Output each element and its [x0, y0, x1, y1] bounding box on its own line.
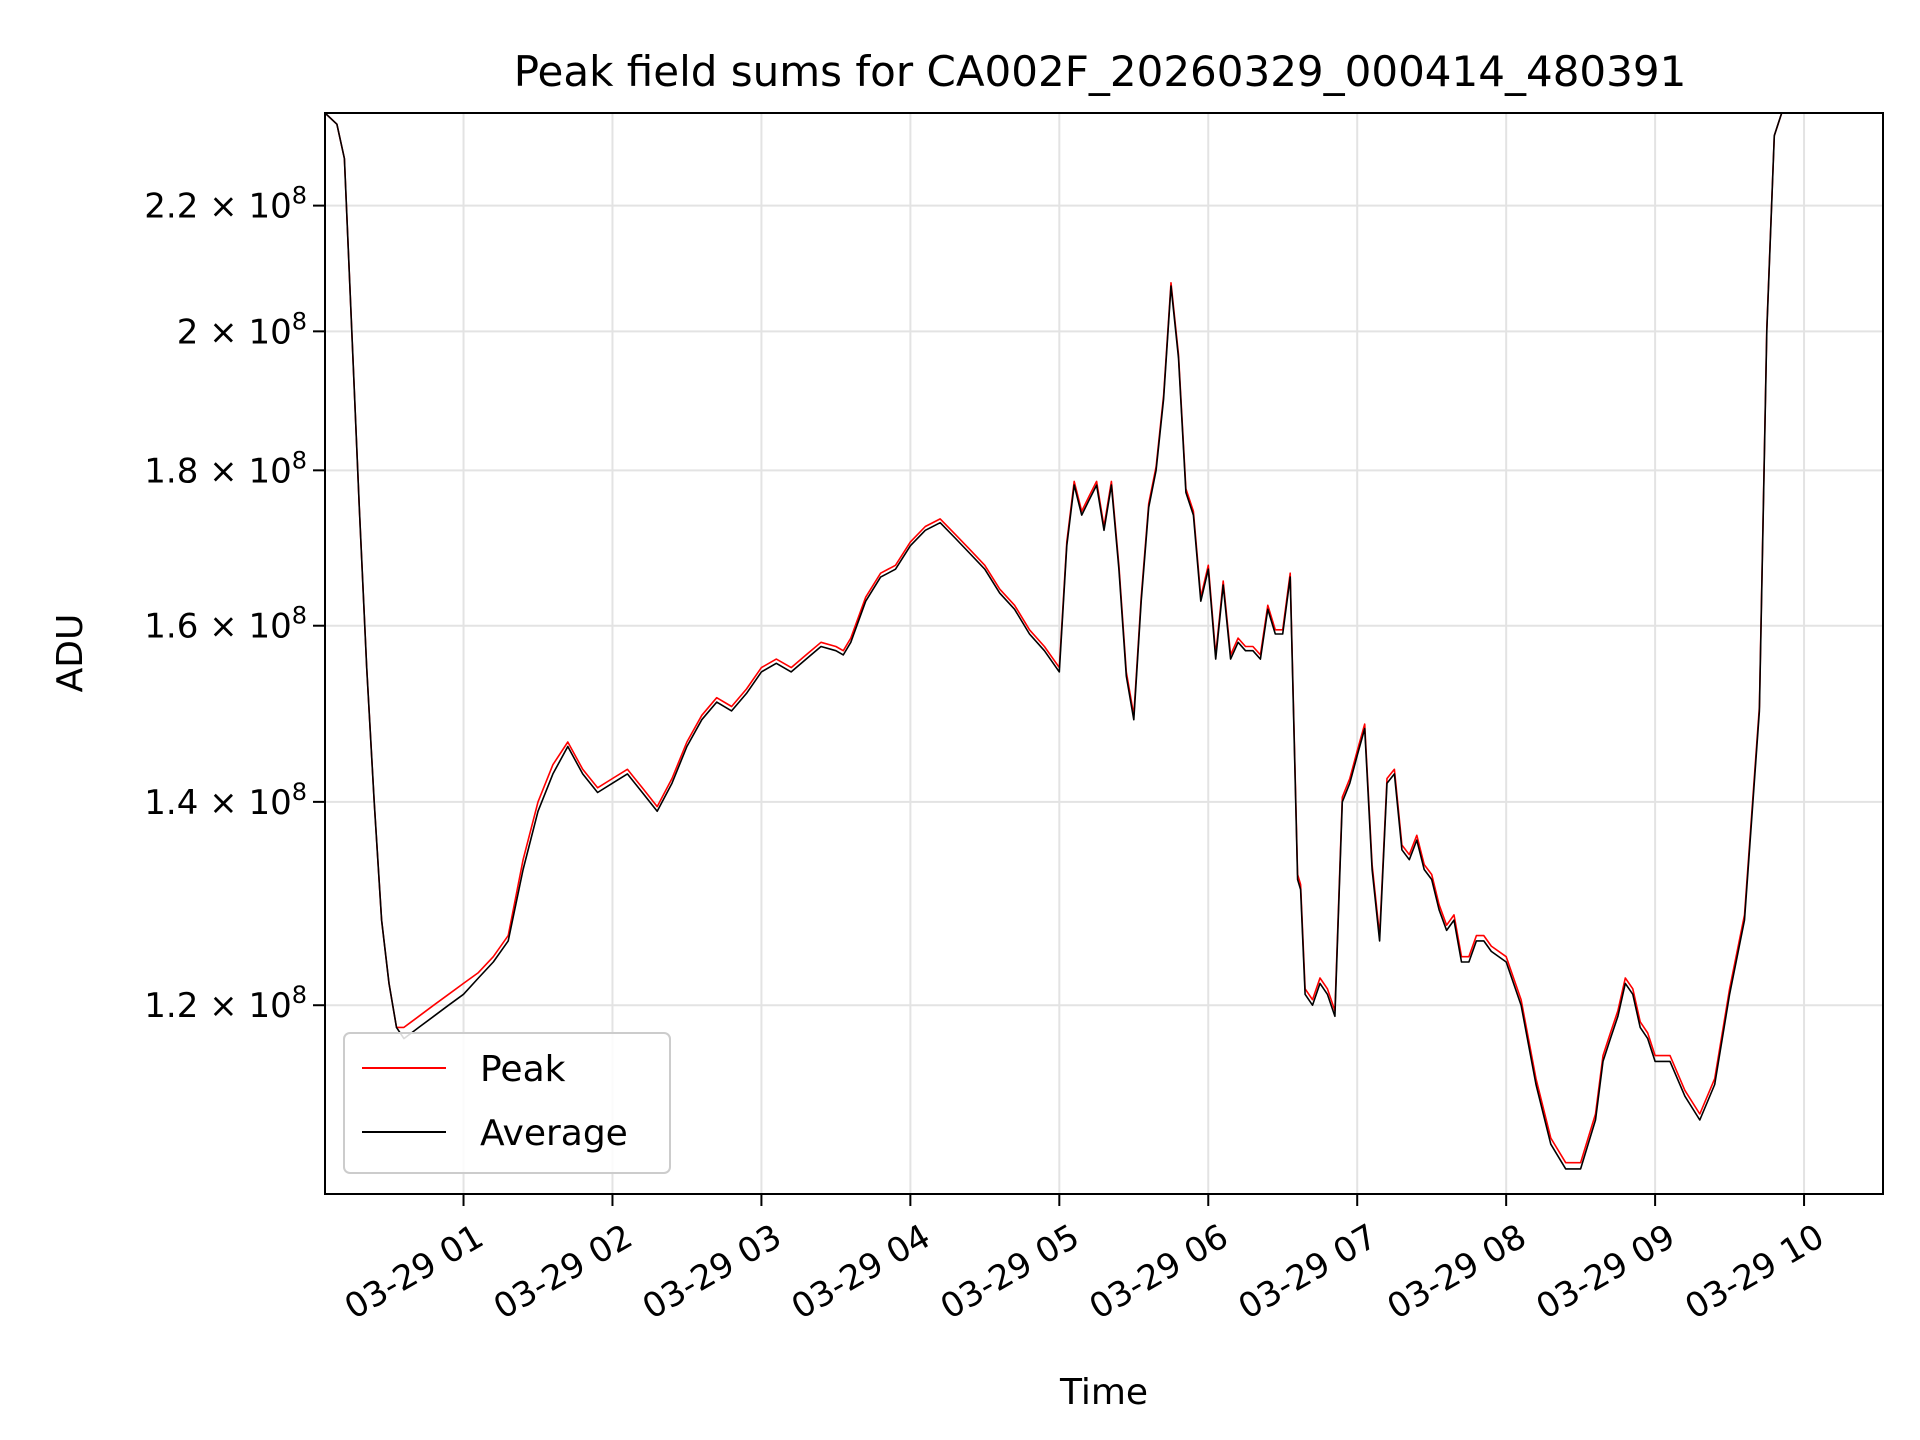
- x-tick-label-7: 03-29 08: [1381, 1217, 1533, 1328]
- average-series-line: [325, 113, 1783, 1170]
- y-tick-label-2: 1.6 × 108: [144, 602, 307, 647]
- series-layer: [325, 113, 1783, 1170]
- x-tick-label-5: 03-29 06: [1083, 1217, 1235, 1328]
- x-axis-label: Time: [1059, 1372, 1148, 1413]
- legend-average-label: Average: [480, 1113, 628, 1154]
- x-tick-label-4: 03-29 05: [934, 1217, 1086, 1328]
- y-tick-label-1: 1.4 × 108: [144, 778, 307, 823]
- legend: Peak Average: [343, 1032, 671, 1174]
- x-tick-label-0: 03-29 01: [338, 1217, 490, 1328]
- x-tick-label-9: 03-29 10: [1679, 1217, 1831, 1328]
- x-tick-label-6: 03-29 07: [1232, 1217, 1384, 1328]
- plot-frame: [324, 112, 1884, 1195]
- y-tick-label-0: 1.2 × 108: [144, 981, 307, 1026]
- x-tick-label-3: 03-29 04: [785, 1217, 937, 1328]
- y-axis-label: ADU: [50, 614, 91, 693]
- y-tick-label-3: 1.8 × 108: [144, 446, 307, 491]
- x-tick-label-2: 03-29 03: [636, 1217, 788, 1328]
- x-tick-label-1: 03-29 02: [487, 1217, 639, 1328]
- y-tick-label-4: 2 × 108: [177, 307, 307, 352]
- chart-title: Peak field sums for CA002F_20260329_0004…: [514, 47, 1687, 96]
- grid-lines: [325, 113, 1883, 1194]
- y-tick-label-5: 2.2 × 108: [144, 182, 307, 227]
- legend-peak-label: Peak: [480, 1049, 566, 1090]
- y-axis: 1.2 × 108 1.4 × 108 1.6 × 108 1.8 × 108 2 × …: [144, 182, 325, 1026]
- x-tick-label-8: 03-29 09: [1530, 1217, 1682, 1328]
